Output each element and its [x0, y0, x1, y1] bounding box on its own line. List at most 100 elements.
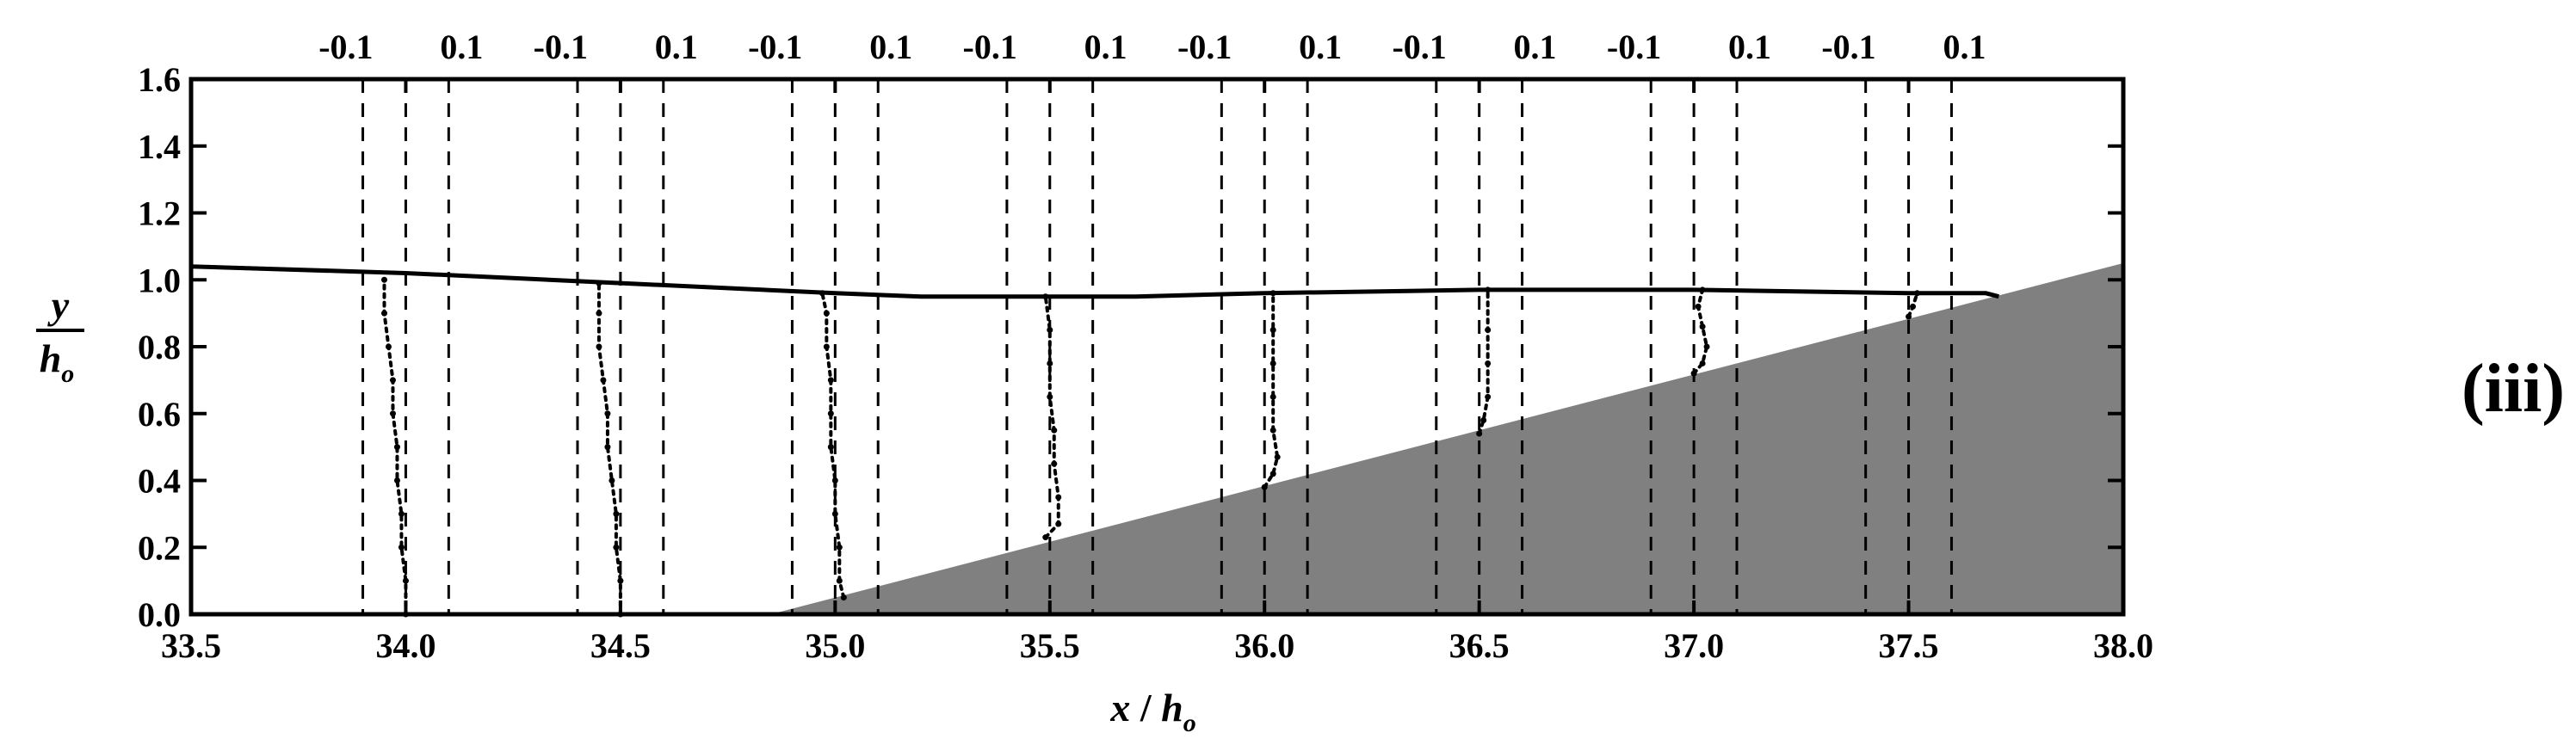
- scale-label-plus-34.5: 0.1: [655, 28, 698, 66]
- x-tick-label-34.0: 34.0: [375, 626, 436, 665]
- profile-point-35.5-4: [1051, 427, 1058, 434]
- velocity-profiles-layer: [381, 276, 1921, 618]
- profile-point-35.5-1: [1055, 520, 1062, 527]
- profile-point-36-7: [1269, 290, 1276, 297]
- profile-point-36-0: [1261, 483, 1268, 490]
- profile-point-34-9: [381, 310, 387, 317]
- y-tick-label-1.6: 1.6: [138, 60, 181, 99]
- profile-point-34.5-2: [613, 544, 620, 551]
- scale-label-minus-37: -0.1: [1607, 28, 1661, 66]
- profile-point-35-2: [836, 544, 843, 551]
- profile-point-35.5-2: [1055, 494, 1062, 501]
- bed-slope-layer: [191, 262, 2123, 614]
- profile-point-37-0: [1690, 370, 1697, 377]
- profile-point-37-1: [1699, 360, 1706, 366]
- x-axis-title-sub: o: [1183, 709, 1196, 737]
- scale-label-plus-34: 0.1: [440, 28, 483, 66]
- profile-point-36.5-0: [1476, 430, 1483, 437]
- profile-point-35.5-3: [1051, 460, 1058, 467]
- profile-point-34.5-3: [613, 510, 620, 517]
- profile-point-34.5-1: [617, 577, 624, 584]
- velocity-profile-37.5: [1906, 290, 1921, 320]
- y-tick-label-0.6: 0.6: [138, 395, 181, 434]
- x-axis-title-sep: /: [1130, 686, 1161, 730]
- x-tick-label-37.0: 37.0: [1664, 626, 1724, 665]
- profile-point-37.5-2: [1914, 290, 1921, 297]
- profile-point-34-6: [389, 410, 396, 417]
- x-axis-title-sub-var: h: [1161, 686, 1183, 730]
- profile-point-35-7: [827, 377, 834, 384]
- y-tick-label-1.0: 1.0: [138, 261, 181, 299]
- profile-point-35.5-6: [1047, 360, 1053, 366]
- y-axis-title: y ho: [36, 283, 84, 388]
- profile-point-35-3: [831, 510, 838, 517]
- y-tick-label-0.4: 0.4: [138, 462, 181, 501]
- x-tick-label-35.0: 35.0: [805, 626, 865, 665]
- profile-point-37-5: [1699, 286, 1706, 293]
- x-axis-title: x / ho: [1109, 686, 1195, 737]
- reference-lines-layer: [361, 79, 1953, 614]
- profile-point-34-8: [385, 343, 392, 350]
- velocity-profile-36.5: [1476, 286, 1492, 437]
- free-surface-layer: [190, 264, 1999, 299]
- profile-point-34.5-6: [604, 410, 611, 417]
- profile-point-35.5-5: [1047, 393, 1053, 400]
- profile-point-35-10: [819, 290, 825, 297]
- profile-point-36-1: [1269, 471, 1276, 477]
- scale-label-minus-35: -0.1: [748, 28, 802, 66]
- profile-point-37.5-1: [1910, 303, 1917, 310]
- scale-label-minus-36.5: -0.1: [1392, 28, 1446, 66]
- y-tick-label-0.8: 0.8: [138, 328, 181, 366]
- profile-point-35-1: [836, 577, 843, 584]
- free-surface-line: [190, 264, 1999, 299]
- profile-point-37-3: [1699, 323, 1706, 330]
- x-tick-label-38.0: 38.0: [2093, 626, 2153, 665]
- profile-point-36-3: [1269, 427, 1276, 434]
- profile-point-34.5-5: [604, 444, 611, 451]
- y-axis-title-denominator-sub: o: [61, 360, 74, 388]
- x-tick-label-37.5: 37.5: [1879, 626, 1939, 665]
- scale-label-plus-37: 0.1: [1728, 28, 1771, 66]
- y-axis-title-numerator: y: [47, 283, 70, 327]
- scale-label-plus-37.5: 0.1: [1943, 28, 1986, 66]
- profile-point-34-4: [393, 477, 400, 483]
- profile-point-35-5: [827, 444, 834, 451]
- y-axis-title-denominator: ho: [40, 336, 75, 388]
- y-tick-label-1.2: 1.2: [138, 194, 181, 233]
- scale-label-plus-35.5: 0.1: [1084, 28, 1127, 66]
- x-tick-label-33.5: 33.5: [161, 626, 221, 665]
- profile-point-37-4: [1695, 303, 1702, 310]
- velocity-profile-35.5: [1042, 293, 1062, 541]
- profile-point-34.5-4: [608, 477, 615, 483]
- profile-point-34-7: [389, 377, 396, 384]
- profile-point-35-0: [840, 594, 847, 601]
- scale-label-plus-36: 0.1: [1299, 28, 1342, 66]
- profile-point-35-9: [823, 310, 830, 317]
- profile-point-35.5-7: [1047, 327, 1053, 334]
- x-axis-title-var: x: [1109, 686, 1130, 730]
- y-axis-title-denominator-var: h: [40, 336, 62, 380]
- profile-point-36.5-5: [1485, 286, 1492, 293]
- profile-point-35.5-8: [1042, 293, 1049, 300]
- profile-point-34.5-10: [596, 280, 602, 286]
- profile-point-34-3: [398, 510, 405, 517]
- scale-label-plus-36.5: 0.1: [1514, 28, 1557, 66]
- y-tick-label-0.0: 0.0: [138, 595, 181, 634]
- panel-label: (iii): [2462, 351, 2565, 427]
- profile-point-34.5-7: [600, 377, 607, 384]
- profile-point-35-4: [831, 477, 838, 483]
- velocity-profile-36: [1261, 290, 1281, 490]
- y-axis-ticks: 0.0 0.2 0.4 0.6 0.8 1.0 1.2 1.4 1.6: [138, 60, 2123, 634]
- x-tick-label-35.5: 35.5: [1020, 626, 1080, 665]
- profile-trace-35.5: [1043, 294, 1060, 539]
- profile-point-37-2: [1703, 343, 1710, 350]
- x-tick-label-36.5: 36.5: [1449, 626, 1510, 665]
- profile-point-34.5-8: [596, 343, 602, 350]
- profile-point-35-8: [823, 343, 830, 350]
- profile-point-35-6: [827, 410, 834, 417]
- x-axis-ticks: 33.5 34.0 34.5 35.0 35.5 36.0 36.5 37.0 37.5 38.0: [161, 79, 2153, 665]
- velocity-profile-37: [1690, 286, 1710, 377]
- velocity-profile-35: [819, 290, 847, 601]
- profile-point-36-6: [1269, 327, 1276, 334]
